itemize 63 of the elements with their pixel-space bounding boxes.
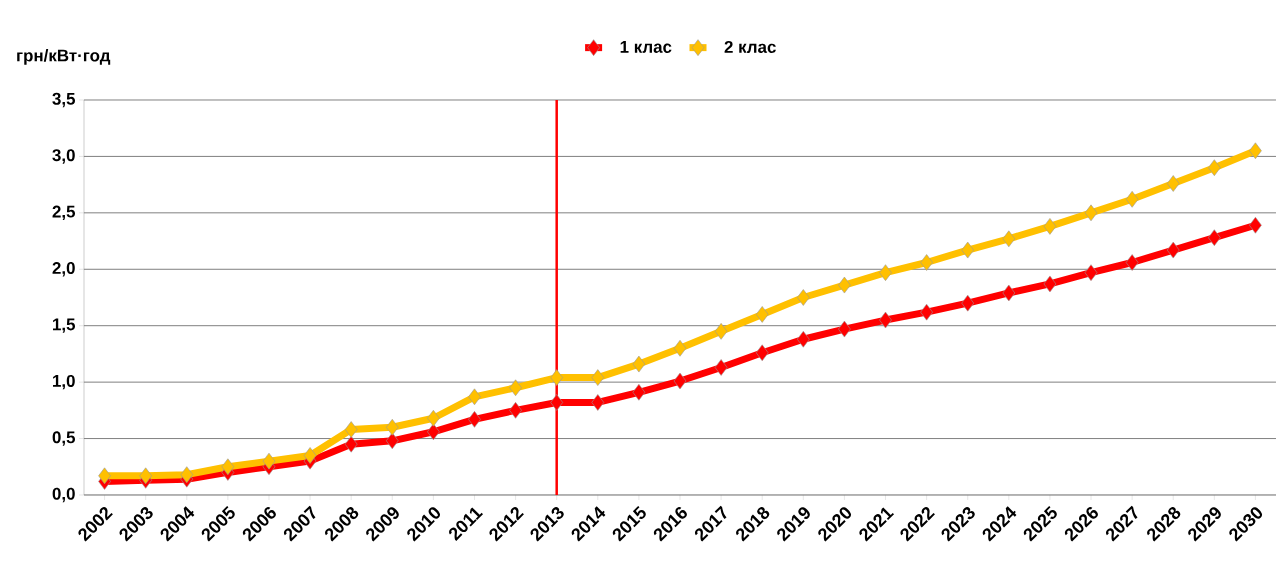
point — [98, 467, 111, 485]
point — [509, 379, 522, 397]
point — [550, 394, 563, 411]
point — [1043, 218, 1057, 235]
point — [632, 355, 646, 373]
y-tick-label: 3,0 — [52, 149, 75, 164]
point — [879, 264, 892, 281]
point — [180, 466, 194, 483]
point — [714, 323, 728, 340]
point — [139, 467, 152, 485]
point — [344, 421, 358, 438]
point — [879, 311, 892, 329]
point — [1166, 175, 1180, 192]
point — [755, 306, 769, 323]
point — [838, 276, 851, 294]
y-tick-label: 0,5 — [52, 431, 76, 446]
point — [838, 320, 851, 338]
legend-label: 2 клас — [724, 40, 776, 53]
point — [1125, 254, 1139, 271]
point — [1084, 264, 1098, 281]
point — [468, 388, 481, 406]
point — [1002, 284, 1016, 302]
point — [427, 423, 440, 441]
point — [714, 359, 728, 376]
point — [1208, 159, 1221, 176]
point — [797, 289, 810, 306]
point — [1084, 204, 1098, 222]
point — [385, 418, 399, 436]
point — [344, 435, 358, 453]
point — [262, 452, 276, 470]
legend-label: 1 клас — [620, 41, 672, 53]
y-tick-label: 2,0 — [52, 262, 75, 277]
point — [961, 294, 975, 312]
y-axis-title: грн/кВт·год — [17, 49, 111, 65]
point — [797, 330, 810, 348]
y-tick-label: 2,5 — [52, 205, 76, 221]
y-tick-label: 1,0 — [53, 374, 75, 390]
point — [961, 241, 975, 259]
point — [1125, 191, 1139, 208]
point — [591, 369, 605, 386]
point — [632, 383, 646, 401]
point — [920, 254, 933, 271]
point — [1043, 275, 1057, 293]
point — [673, 339, 687, 357]
point — [509, 402, 522, 419]
point — [1249, 142, 1262, 160]
point — [427, 409, 440, 427]
point — [1166, 241, 1180, 259]
point — [673, 372, 687, 390]
point — [755, 344, 769, 362]
point — [221, 458, 235, 476]
y-tick-label: 0,0 — [52, 487, 75, 503]
y-tick-label: 1,5 — [53, 318, 76, 333]
point — [920, 303, 933, 321]
point — [1208, 229, 1221, 246]
point — [385, 432, 399, 450]
point — [550, 369, 563, 386]
point — [591, 394, 605, 411]
y-tick-label: 3,5 — [52, 92, 76, 108]
point — [1249, 216, 1262, 234]
point — [468, 411, 481, 428]
point — [1002, 230, 1016, 248]
point — [303, 447, 317, 464]
